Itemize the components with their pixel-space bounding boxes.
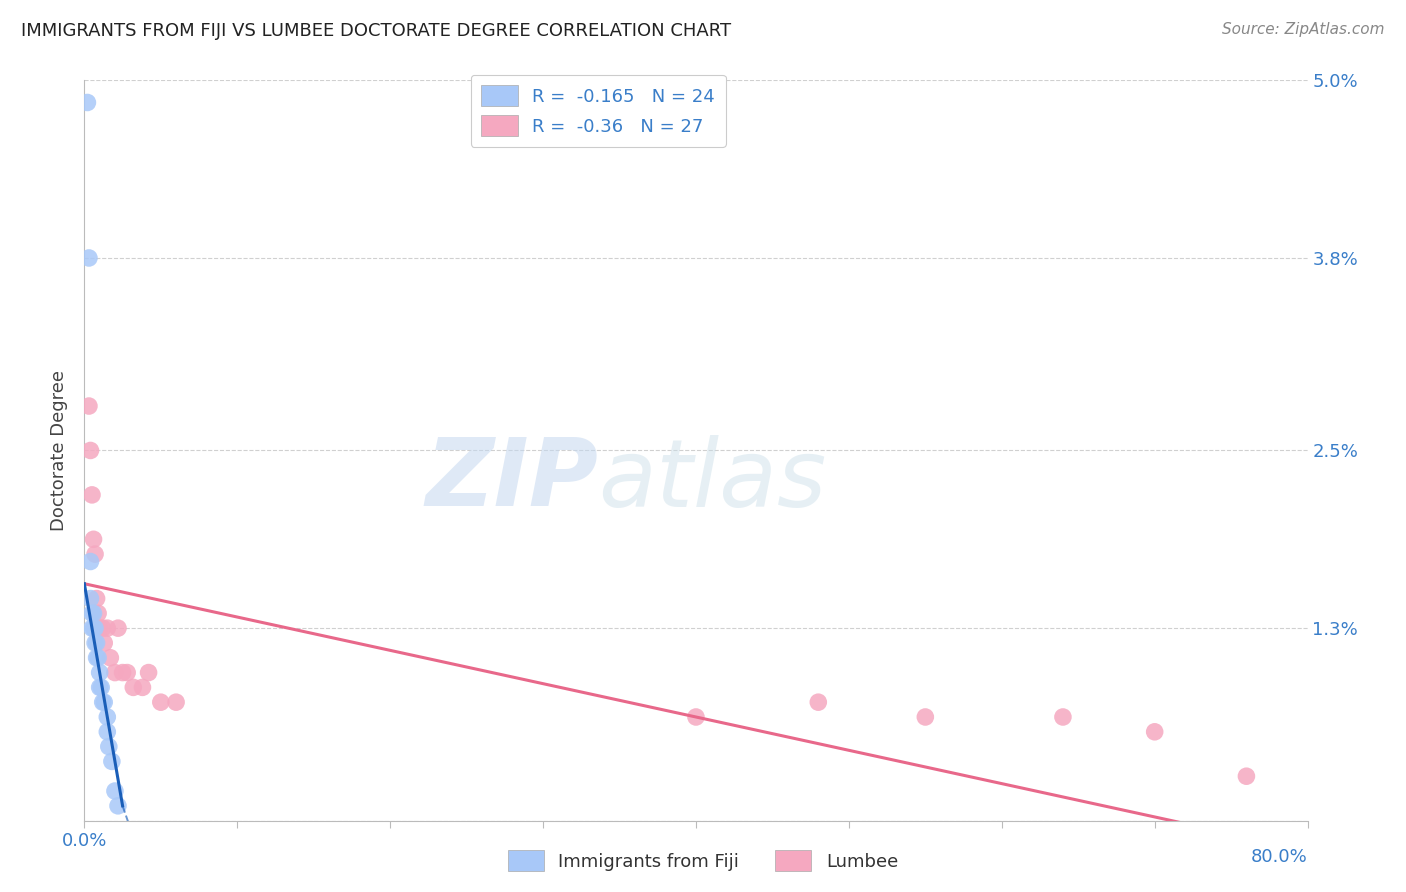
Point (93, 695, 115, 709)
Point (87, 607, 110, 621)
Point (76, 95, 98, 110)
Point (104, 784, 127, 798)
Point (83, 533, 105, 547)
Point (79, 591, 101, 606)
Point (80, 621, 103, 635)
Point (138, 665, 160, 680)
Point (93, 636, 115, 650)
Point (97, 739, 120, 754)
Legend: Immigrants from Fiji, Lumbee: Immigrants from Fiji, Lumbee (501, 843, 905, 879)
Point (96, 621, 118, 635)
Point (83, 621, 105, 635)
Text: IMMIGRANTS FROM FIJI VS LUMBEE DOCTORATE DEGREE CORRELATION CHART: IMMIGRANTS FROM FIJI VS LUMBEE DOCTORATE… (21, 22, 731, 40)
Point (914, 710, 936, 724)
Legend: R =  -0.165   N = 24, R =  -0.36   N = 27: R = -0.165 N = 24, R = -0.36 N = 27 (471, 75, 725, 147)
Point (84, 547, 107, 561)
Point (87, 650, 110, 665)
Point (96, 724, 118, 739)
Point (101, 755, 124, 769)
Point (89, 621, 111, 635)
Point (86, 636, 108, 650)
Point (91, 621, 114, 635)
Point (115, 665, 138, 680)
Point (89, 681, 111, 695)
Point (77, 399, 100, 413)
Point (89, 665, 111, 680)
Point (107, 621, 129, 635)
Point (96, 710, 118, 724)
Text: Source: ZipAtlas.com: Source: ZipAtlas.com (1222, 22, 1385, 37)
Point (84, 621, 107, 635)
Point (1143, 724, 1166, 739)
Point (84, 636, 107, 650)
Point (83, 607, 105, 621)
Point (165, 695, 187, 709)
Point (79, 443, 101, 458)
Point (807, 695, 830, 709)
Point (80, 488, 103, 502)
Point (91, 695, 114, 709)
Point (90, 681, 112, 695)
Point (1052, 710, 1074, 724)
Point (86, 650, 108, 665)
Point (131, 681, 153, 695)
Point (149, 695, 172, 709)
Text: 80.0%: 80.0% (1251, 848, 1308, 866)
Y-axis label: Doctorate Degree: Doctorate Degree (51, 370, 69, 531)
Point (86, 591, 108, 606)
Point (80, 607, 103, 621)
Text: ZIP: ZIP (425, 434, 598, 526)
Point (77, 251, 100, 265)
Point (104, 665, 127, 680)
Point (111, 665, 134, 680)
Point (98, 650, 121, 665)
Text: atlas: atlas (598, 434, 827, 525)
Point (685, 710, 707, 724)
Point (1236, 769, 1258, 783)
Point (107, 798, 129, 813)
Point (79, 554, 101, 569)
Point (122, 681, 145, 695)
